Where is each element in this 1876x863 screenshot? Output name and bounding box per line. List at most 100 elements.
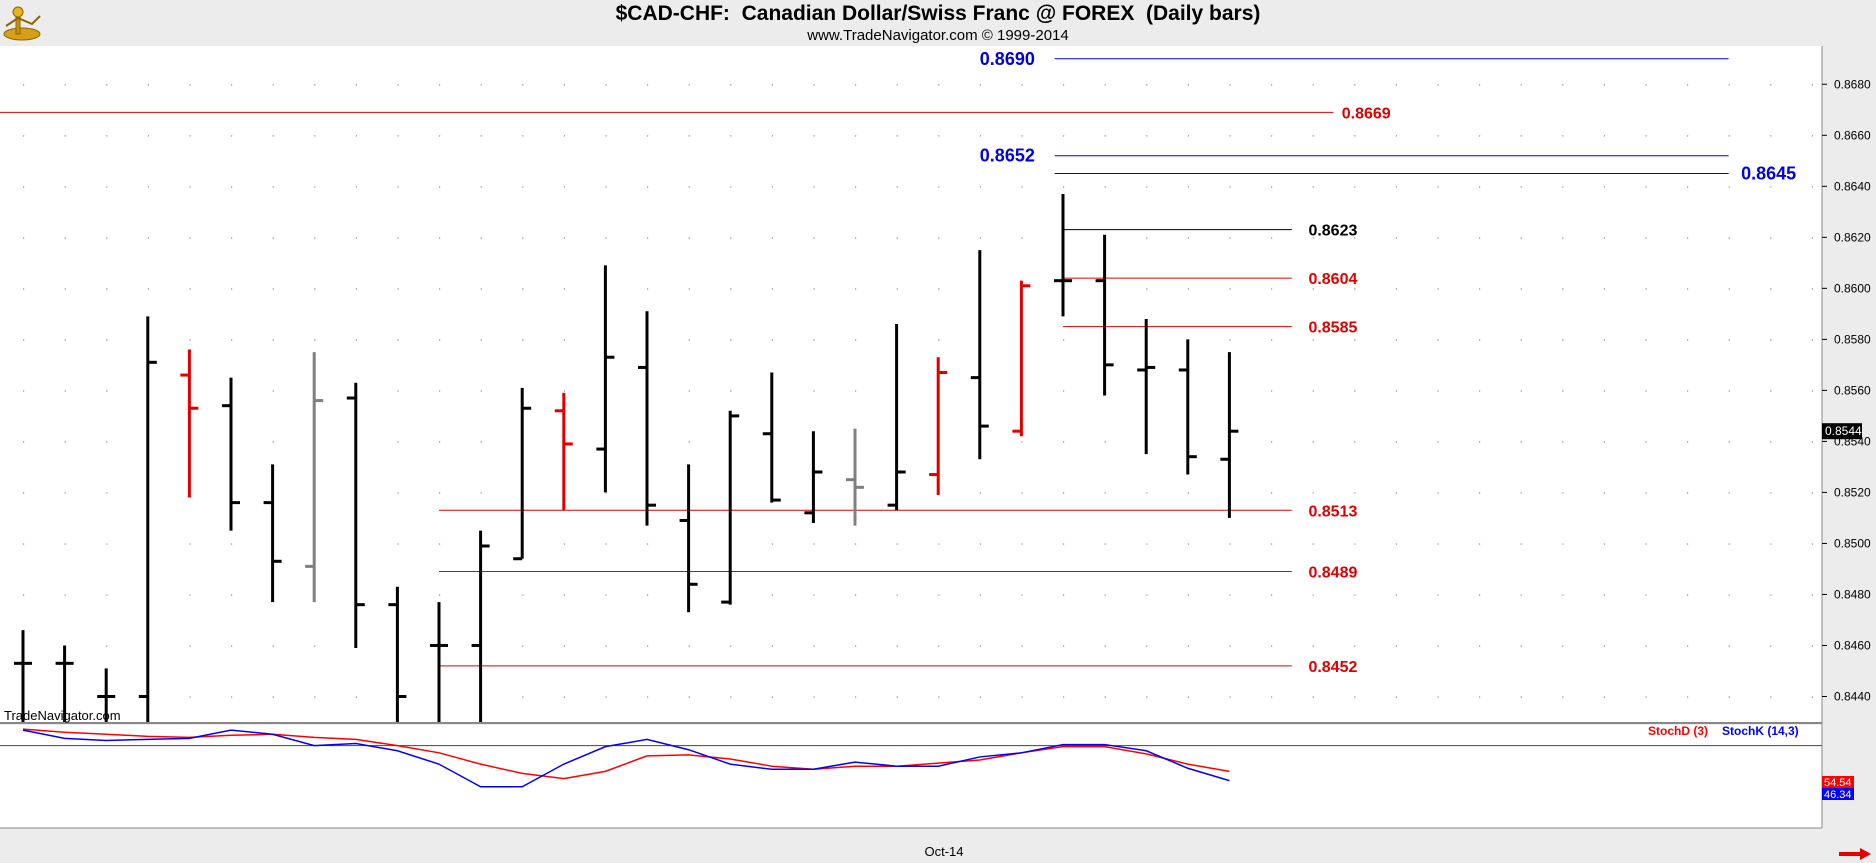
grid-dot <box>1603 135 1605 137</box>
grid-dot <box>1687 339 1689 341</box>
grid-dot <box>1645 645 1647 647</box>
grid-dot <box>1437 645 1439 647</box>
grid-dot <box>979 84 981 86</box>
ohlc-bar <box>1095 234 1114 396</box>
grid-dot <box>813 339 815 341</box>
grid-dot <box>106 339 108 341</box>
grid-dot <box>771 645 773 647</box>
ohlc-bar <box>55 645 74 722</box>
grid-dot <box>647 186 649 188</box>
level-label: 0.8669 <box>1342 105 1391 122</box>
grid-dot <box>647 696 649 698</box>
grid-dot <box>1104 696 1106 698</box>
chart-title: $CAD-CHF: Canadian Dollar/Swiss Franc @ … <box>615 2 1261 25</box>
y-tick-label: 0.8520 <box>1834 485 1871 499</box>
ohlc-bar <box>305 352 324 603</box>
grid-dot <box>355 288 357 290</box>
grid-dot <box>1728 594 1730 596</box>
grid-dot <box>688 696 690 698</box>
grid-dot <box>1520 84 1522 86</box>
grid-dot <box>979 594 981 596</box>
grid-dot <box>189 543 191 545</box>
grid-dot <box>1770 288 1772 290</box>
grid-dot <box>1687 594 1689 596</box>
grid-dot <box>1520 186 1522 188</box>
grid-dot <box>189 237 191 239</box>
grid-dot <box>730 390 732 392</box>
grid-dot <box>1104 645 1106 647</box>
grid-dot <box>1187 696 1189 698</box>
grid-dot <box>397 84 399 86</box>
grid-dot <box>1312 84 1314 86</box>
grid-dot <box>647 237 649 239</box>
grid-dot <box>979 645 981 647</box>
grid-dot <box>231 594 233 596</box>
grid-dot <box>397 339 399 341</box>
grid-dot <box>1354 543 1356 545</box>
grid-dot <box>813 696 815 698</box>
grid-dot <box>1354 237 1356 239</box>
chart-subtitle: www.TradeNavigator.com © 1999-2014 <box>807 27 1069 44</box>
grid-dot <box>1603 186 1605 188</box>
level-label: 0.8489 <box>1308 564 1357 581</box>
grid-dot <box>1229 84 1231 86</box>
grid-dot <box>1437 237 1439 239</box>
grid-dot <box>147 186 149 188</box>
stoch-d-value-tag <box>1822 776 1854 788</box>
grid-dot <box>1354 135 1356 137</box>
grid-dot <box>1562 696 1564 698</box>
grid-dot <box>1229 186 1231 188</box>
grid-dot <box>647 645 649 647</box>
grid-dot <box>189 186 191 188</box>
grid-dot <box>1811 645 1813 647</box>
grid-dot <box>855 696 857 698</box>
chart-header: $CAD-CHF: Canadian Dollar/Swiss Franc @ … <box>0 0 1876 46</box>
grid-dot <box>730 339 732 341</box>
grid-dot <box>1271 135 1273 137</box>
grid-dot <box>106 135 108 137</box>
y-tick-label: 0.8480 <box>1834 587 1871 601</box>
ohlc-bar <box>1012 280 1031 437</box>
grid-dot <box>23 543 25 545</box>
grid-dot <box>730 696 732 698</box>
grid-dot <box>1271 543 1273 545</box>
grid-dot <box>1479 441 1481 443</box>
stoch-k-value: 46.34 <box>1824 789 1852 801</box>
grid-dot <box>23 390 25 392</box>
grid-dot <box>147 237 149 239</box>
grid-dot <box>439 84 441 86</box>
grid-dot <box>938 135 940 137</box>
grid-dot <box>563 237 565 239</box>
grid-dot <box>771 186 773 188</box>
grid-dot <box>1437 390 1439 392</box>
grid-dot <box>1687 135 1689 137</box>
grid-dot <box>397 237 399 239</box>
grid-dot <box>647 594 649 596</box>
grid-dot <box>1395 135 1397 137</box>
grid-dot <box>1479 288 1481 290</box>
grid-dot <box>1479 594 1481 596</box>
grid-dot <box>1562 594 1564 596</box>
grid-dot <box>563 339 565 341</box>
grid-dot <box>855 390 857 392</box>
scroll-right-arrow-icon[interactable] <box>1838 847 1872 861</box>
grid-dot <box>688 339 690 341</box>
grid-dot <box>23 288 25 290</box>
grid-dot <box>1811 390 1813 392</box>
grid-dot <box>1271 339 1273 341</box>
grid-dot <box>272 696 274 698</box>
grid-dot <box>1063 390 1065 392</box>
grid-dot <box>1312 543 1314 545</box>
grid-dot <box>855 288 857 290</box>
grid-dot <box>1271 696 1273 698</box>
grid-dot <box>1437 84 1439 86</box>
grid-dot <box>605 186 607 188</box>
grid-dot <box>439 288 441 290</box>
grid-dot <box>1146 696 1148 698</box>
grid-dot <box>480 186 482 188</box>
grid-dot <box>272 645 274 647</box>
level-label: 0.8513 <box>1308 503 1357 520</box>
grid-dot <box>688 288 690 290</box>
grid-dot <box>189 645 191 647</box>
grid-dot <box>1395 645 1397 647</box>
